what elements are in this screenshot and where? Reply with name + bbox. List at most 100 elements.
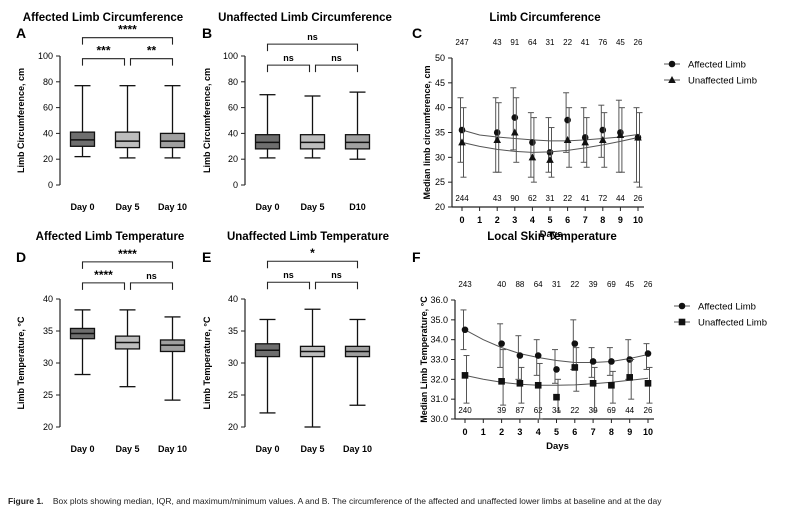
sample-count-bottom: 44 (625, 406, 634, 415)
sample-count-bottom: 22 (570, 406, 579, 415)
sample-count-top: 40 (497, 280, 506, 289)
x-tick-label-c: 4 (530, 215, 535, 225)
y-tick-label-d: 35 (43, 326, 53, 336)
y-tick-label-b: 40 (228, 128, 238, 138)
data-point-unaffected (528, 153, 537, 161)
significance-label: ns (307, 32, 318, 42)
data-point-unaffected (553, 393, 560, 401)
panel-letter-a: A (16, 25, 26, 41)
data-point-affected (498, 340, 505, 347)
x-tick-label: Day 0 (255, 202, 279, 212)
significance-bracket (81, 261, 174, 269)
sample-count-bottom: 39 (497, 406, 506, 415)
sample-count-top: 22 (563, 38, 572, 47)
sample-count-top: 69 (607, 280, 616, 289)
data-point-unaffected (563, 135, 572, 143)
x-tick-label-f: 3 (517, 427, 522, 437)
data-point-unaffected (589, 380, 597, 387)
caption-text: Box plots showing median, IQR, and maxim… (52, 496, 662, 506)
y-tick-label-a: 20 (43, 154, 53, 164)
y-tick-label-c: 30 (435, 152, 445, 162)
y-axis-label-b: Limb Circumference, cm (202, 68, 212, 173)
y-tick-label-f: 34.0 (430, 335, 448, 345)
sample-count-top: 26 (634, 38, 643, 47)
data-point-affected (571, 340, 579, 347)
legend-label: Unaffected Limb (698, 318, 767, 329)
significance-bracket (81, 58, 126, 66)
panel-letter-e: E (202, 249, 211, 265)
y-axis-label-e: Limb Temperature, °C (202, 316, 212, 409)
sample-count-bottom: 22 (563, 194, 572, 203)
x-tick-label-f: 9 (627, 427, 632, 437)
legend-marker-affected (678, 302, 686, 310)
sample-count-top: 43 (493, 38, 502, 47)
data-point-affected (458, 126, 466, 134)
data-point-affected (599, 126, 607, 134)
y-tick-label-c: 40 (435, 103, 445, 113)
x-tick-label-c: 9 (618, 215, 623, 225)
sample-count-top: 88 (515, 280, 524, 289)
significance-label: **** (118, 23, 137, 37)
x-tick-label-c: 8 (600, 215, 605, 225)
chart-panel-e: Unaffected Limb Temperature E Limb Tempera… (202, 231, 389, 454)
trend-line-unaffected (461, 137, 639, 153)
chart-panel-d: Affected Limb Temperature D Limb Temperatu… (16, 231, 187, 454)
sample-count-top: 76 (598, 38, 607, 47)
data-point-affected (534, 352, 542, 359)
significance-label: * (310, 246, 315, 260)
chart-title-c: Limb Circumference (489, 12, 600, 24)
data-point-affected (493, 129, 501, 136)
significance-label: ns (331, 53, 342, 63)
x-tick-label: Day 10 (343, 444, 372, 454)
legend-label: Affected Limb (698, 302, 756, 313)
panel-letter-c: C (412, 25, 422, 41)
x-tick-label-c: 5 (547, 215, 552, 225)
y-tick-label-a: 0 (48, 180, 53, 190)
significance-bracket (314, 281, 359, 290)
x-tick-label: Day 10 (158, 444, 187, 454)
data-point-affected (461, 326, 469, 334)
significance-label: ns (146, 271, 157, 281)
sample-count-bottom: 43 (493, 194, 502, 203)
data-point-unaffected (461, 372, 469, 379)
data-point-unaffected (581, 138, 589, 146)
data-point-affected (529, 139, 536, 146)
data-point-unaffected (608, 381, 615, 389)
sample-count-top: 91 (510, 38, 519, 47)
x-tick-label-f: 5 (554, 427, 559, 437)
box-iqr (114, 131, 141, 149)
data-point-unaffected (634, 133, 642, 141)
sample-count-bottom: 240 (458, 406, 472, 415)
x-tick-label: Day 0 (70, 444, 94, 454)
sample-count-top: 45 (616, 38, 625, 47)
caption-label: Figure 1. (8, 496, 44, 506)
x-tick-label-f: 10 (643, 427, 653, 437)
y-tick-label-d: 40 (43, 294, 53, 304)
sample-count-bottom: 72 (598, 194, 607, 203)
chart-panel-f: Local Skin Temperature F Median Limb Tempe… (412, 231, 767, 452)
y-tick-label-a: 40 (43, 128, 53, 138)
sample-count-top: 247 (455, 38, 469, 47)
trend-line-affected (464, 329, 649, 363)
y-axis-label-c: Median limb circumference, cm (422, 65, 432, 199)
sample-count-top: 31 (552, 280, 561, 289)
y-tick-label-e: 25 (228, 390, 238, 400)
data-point-unaffected (516, 380, 524, 387)
y-tick-label-d: 25 (43, 390, 53, 400)
y-tick-label-f: 31.0 (430, 394, 448, 404)
x-tick-label-c: 6 (565, 215, 570, 225)
y-tick-label-b: 0 (233, 180, 238, 190)
data-point-affected (553, 366, 560, 373)
sample-count-bottom: 44 (616, 194, 625, 203)
x-tick-label-f: 4 (536, 427, 541, 437)
significance-bracket (266, 260, 359, 269)
data-point-unaffected (511, 128, 519, 136)
significance-bracket (314, 64, 359, 73)
sample-count-bottom: 62 (534, 406, 543, 415)
sample-count-bottom: 244 (455, 194, 469, 203)
y-tick-label-c: 45 (435, 78, 445, 88)
panel-letter-d: D (16, 249, 26, 265)
significance-bracket (81, 37, 174, 45)
chart-title-d: Affected Limb Temperature (36, 231, 185, 243)
